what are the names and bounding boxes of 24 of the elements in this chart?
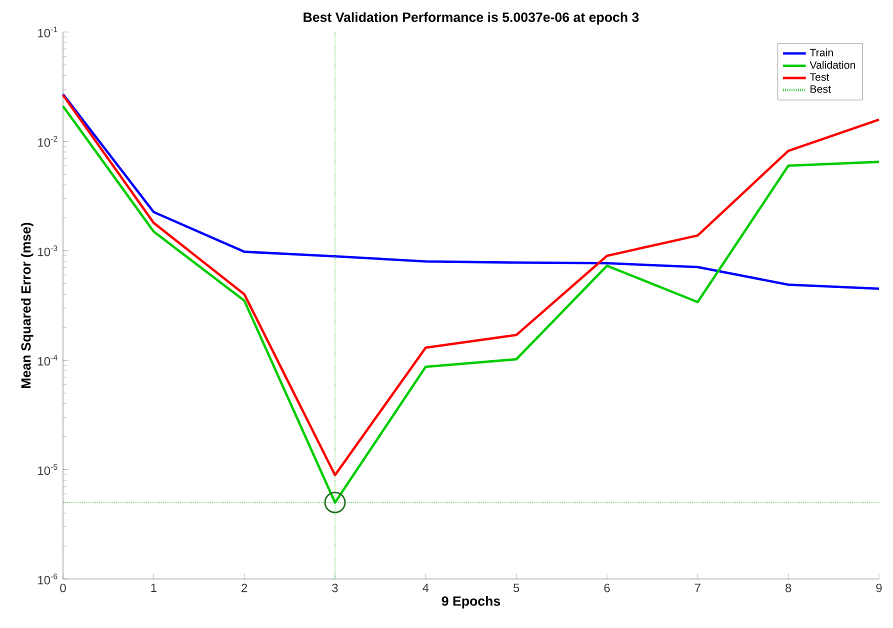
x-tick-label: 5 xyxy=(513,584,520,592)
chart-title: Best Validation Performance is 5.0037e-06 at epoch 3 xyxy=(304,12,639,25)
x-axis-title: 9 Epochs xyxy=(442,596,500,608)
legend-label: Test xyxy=(810,73,830,81)
legend-label: Best xyxy=(810,85,831,93)
y-tick-label: 10$^{-3}$ xyxy=(38,245,58,256)
x-tick-label: 6 xyxy=(604,584,610,592)
x-tick-label: 8 xyxy=(786,584,792,592)
x-tick-label: 7 xyxy=(694,584,700,592)
legend-label: Train xyxy=(810,48,833,56)
y-axis-title: Mean Squared Error (mse) xyxy=(20,222,34,388)
y-tick-label: 10$^{-4}$ xyxy=(38,354,58,366)
x-tick-label: 4 xyxy=(422,584,429,592)
x-tick-label: 3 xyxy=(332,584,338,592)
y-tick-label: 10$^{-2}$ xyxy=(38,136,58,147)
x-tick-label: 9 xyxy=(876,584,882,592)
x-tick-label: 2 xyxy=(242,584,248,592)
y-tick-label: 10$^{-1}$ xyxy=(38,26,58,38)
x-tick-label: 0 xyxy=(60,584,66,592)
y-tick-label: 10$^{-5}$ xyxy=(38,464,58,475)
y-tick-label: 10$^{-6}$ xyxy=(38,574,58,584)
legend-label: Validation xyxy=(810,60,856,69)
line-series xyxy=(62,93,880,290)
x-tick-label: 1 xyxy=(151,584,156,592)
